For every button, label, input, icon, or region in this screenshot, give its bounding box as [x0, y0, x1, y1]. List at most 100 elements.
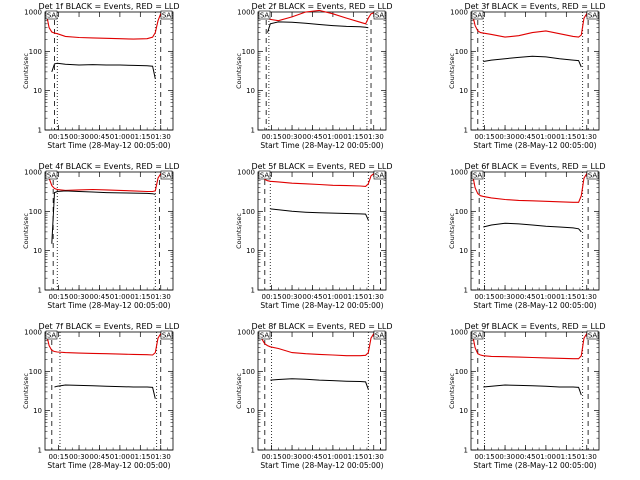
saa-marker-label: SA	[375, 172, 385, 180]
y-tick-label: 10	[33, 407, 42, 415]
chart-title: Det 9f BLACK = Events, RED = LLD	[464, 322, 605, 331]
x-tick-label: 01:15	[556, 453, 576, 461]
x-tick-label: 01:00	[323, 293, 343, 301]
x-tick-label: 01:30	[364, 453, 384, 461]
saa-marker-label: SA	[473, 332, 483, 340]
x-tick-label: 00:15	[49, 453, 69, 461]
series-lld-line	[45, 172, 164, 193]
plot-frame	[470, 11, 600, 131]
y-tick-label: 10	[459, 247, 468, 255]
x-tick-label: 00:30	[495, 293, 515, 301]
chart-panel-det4f: Det 4f BLACK = Events, RED = LLD 1 10 100 10…	[22, 162, 180, 310]
y-tick-label: 10	[459, 87, 468, 95]
series-events-line	[267, 21, 369, 33]
chart-panel-det2f: Det 2f BLACK = Events, RED = LLD 1 10 100 10…	[235, 2, 393, 150]
series-lld-line	[471, 172, 590, 203]
y-tick-label: 1000	[237, 9, 255, 17]
saa-marker-box	[160, 170, 173, 180]
x-tick-label: 00:30	[282, 453, 302, 461]
y-tick-label: 10	[246, 247, 255, 255]
saa-marker-box	[160, 330, 173, 340]
saa-marker-box	[258, 170, 271, 180]
saa-marker-box	[160, 10, 173, 20]
x-tick-label: 01:15	[130, 453, 150, 461]
x-tick-label: 01:15	[343, 293, 363, 301]
chart-panel-det3f: Det 3f BLACK = Events, RED = LLD 1 10 100 10…	[448, 2, 606, 150]
saa-marker-label: SA	[260, 172, 270, 180]
x-tick-label: 01:30	[364, 133, 384, 141]
x-tick-label: 01:15	[343, 133, 363, 141]
saa-marker-label: SA	[375, 12, 385, 20]
series-lld-line	[45, 12, 164, 40]
saa-marker-box	[471, 10, 484, 20]
chart-title: Det 6f BLACK = Events, RED = LLD	[464, 162, 605, 171]
series-events-line	[270, 378, 369, 390]
x-tick-label: 01:00	[536, 293, 556, 301]
chart-panel-det6f: Det 6f BLACK = Events, RED = LLD 1 10 100 10…	[448, 162, 606, 310]
x-tick-label: 01:00	[323, 453, 343, 461]
y-tick-label: 100	[242, 368, 255, 376]
y-axis-label: Counts/sec	[448, 53, 456, 89]
saa-marker-box	[45, 10, 58, 20]
x-tick-label: 01:30	[577, 133, 597, 141]
saa-marker-box	[373, 170, 386, 180]
x-tick-label: 01:00	[110, 133, 130, 141]
y-axis-label: Counts/sec	[448, 373, 456, 409]
series-lld-line	[259, 172, 377, 187]
y-tick-label: 1	[38, 447, 42, 455]
y-tick-label: 1	[464, 447, 468, 455]
saa-marker-box	[586, 170, 599, 180]
series-events-line	[483, 55, 582, 68]
chart-title: Det 2f BLACK = Events, RED = LLD	[251, 2, 392, 11]
x-tick-label: 00:15	[475, 453, 495, 461]
x-tick-label: 01:00	[110, 453, 130, 461]
saa-marker-label: SA	[473, 12, 483, 20]
y-tick-label: 1000	[24, 169, 42, 177]
y-axis-label: Counts/sec	[22, 53, 30, 89]
chart-title: Det 7f BLACK = Events, RED = LLD	[38, 322, 179, 331]
y-tick-label: 1000	[450, 329, 468, 337]
y-tick-label: 1	[38, 287, 42, 295]
saa-marker-box	[45, 170, 58, 180]
chart-title: Det 8f BLACK = Events, RED = LLD	[251, 322, 392, 331]
y-tick-label: 1	[464, 287, 468, 295]
series-events-line	[51, 62, 156, 79]
saa-marker-label: SA	[162, 172, 172, 180]
y-tick-label: 1000	[450, 169, 468, 177]
y-axis-label: Counts/sec	[235, 53, 243, 89]
chart-panel-det7f: Det 7f BLACK = Events, RED = LLD 1 10 100 10…	[22, 322, 180, 470]
y-tick-label: 1000	[237, 169, 255, 177]
x-axis-label: Start Time (28-May-12 00:05:00)	[473, 461, 596, 470]
plot-frame	[44, 331, 174, 451]
saa-marker-label: SA	[47, 12, 57, 20]
x-axis-label: Start Time (28-May-12 00:05:00)	[47, 461, 170, 470]
saa-marker-box	[258, 10, 271, 20]
y-tick-label: 10	[459, 407, 468, 415]
y-tick-label: 100	[29, 48, 42, 56]
x-tick-label: 00:30	[282, 133, 302, 141]
plot-frame	[44, 171, 174, 291]
y-tick-label: 100	[455, 208, 468, 216]
y-tick-label: 1	[464, 127, 468, 135]
x-tick-label: 01:30	[151, 453, 171, 461]
plot-frame	[257, 171, 387, 291]
x-tick-label: 01:30	[577, 453, 597, 461]
y-tick-label: 1000	[450, 9, 468, 17]
y-tick-label: 10	[33, 247, 42, 255]
x-tick-label: 00:45	[89, 293, 109, 301]
chart-title: Det 3f BLACK = Events, RED = LLD	[464, 2, 605, 11]
saa-marker-box	[471, 330, 484, 340]
x-tick-label: 00:15	[262, 293, 282, 301]
x-tick-label: 00:30	[69, 453, 89, 461]
series-lld-line	[471, 12, 590, 38]
series-lld-line	[45, 332, 164, 356]
x-tick-label: 01:00	[323, 133, 343, 141]
saa-marker-label: SA	[588, 332, 598, 340]
saa-marker-label: SA	[473, 172, 483, 180]
x-tick-label: 00:45	[89, 453, 109, 461]
plot-frame	[44, 11, 174, 131]
series-events-line	[270, 208, 369, 221]
x-tick-label: 01:15	[556, 133, 576, 141]
series-events-line	[483, 384, 582, 396]
